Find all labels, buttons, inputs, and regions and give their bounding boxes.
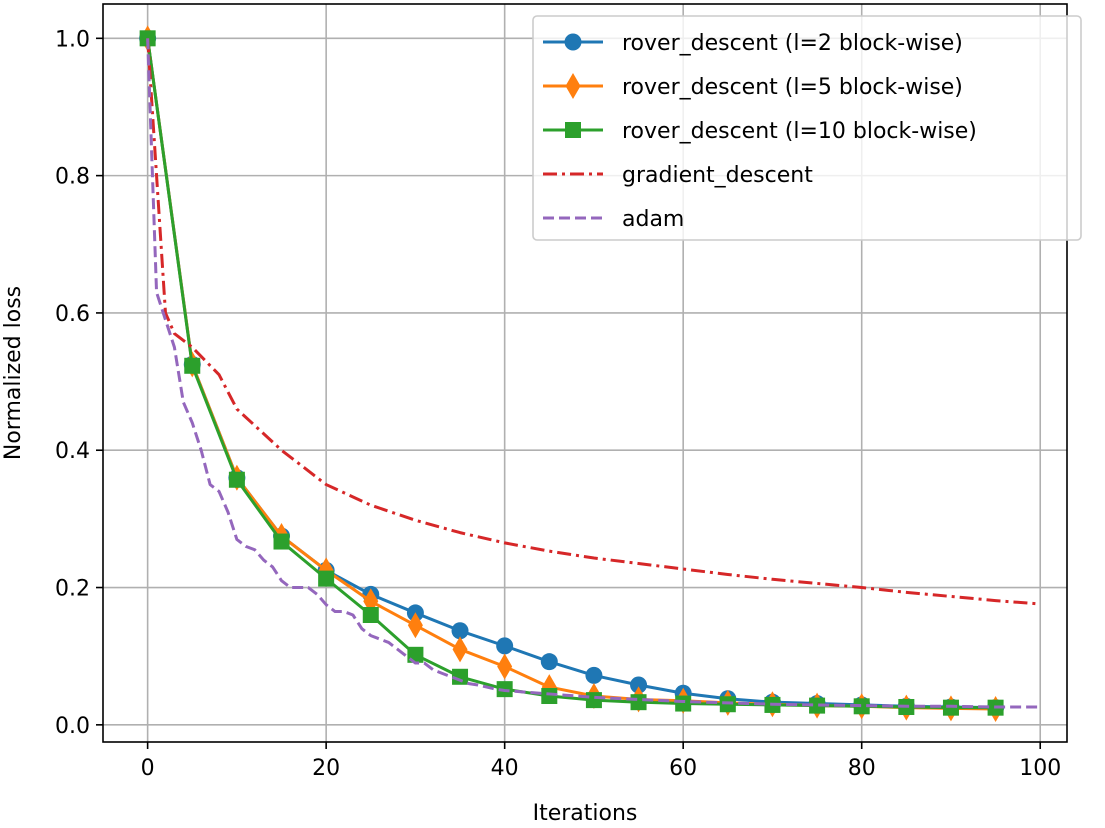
x-tick-label: 40 [491,756,519,781]
legend-marker [565,122,581,138]
y-axis-label: Normalized loss [1,286,26,460]
legend-marker [564,33,582,51]
legend-item-2: rover_descent (l=10 block-wise) [543,119,977,144]
series-3 [146,38,1041,606]
ticks: 0 20 40 60 80 100 0.0 0.2 0.4 0.6 0.8 1.0 [55,27,1061,781]
legend-label: rover_descent (l=10 block-wise) [622,119,977,144]
y-tick-label: 0.8 [55,165,90,190]
y-tick-label: 0.4 [55,439,90,464]
y-tick-label: 0.0 [55,714,90,739]
series-2-point [541,688,558,705]
legend-item-4: adam [543,207,684,232]
legend: rover_descent (l=2 block-wise) rover_desc… [532,15,1082,241]
legend-item-1: rover_descent (l=5 block-wise) [543,73,963,100]
series-0-point [540,653,558,671]
series-2-point [675,695,692,712]
series-2-point [228,471,245,488]
series-2-point [273,533,290,550]
legend-label: rover_descent (l=5 block-wise) [622,75,963,100]
y-tick-label: 0.6 [55,302,90,327]
series-1-point [452,636,468,663]
series-2-point [362,606,379,623]
series-2-point [318,570,335,587]
legend-label: gradient_descent [622,163,813,188]
series-1-point [497,653,513,680]
series-2-point [585,692,602,709]
series-0-point [451,622,469,640]
legend-box [532,15,1082,241]
series-0-point [585,666,603,684]
x-tick-label: 0 [141,756,155,781]
series-2-point [853,698,870,715]
x-tick-label: 60 [669,756,697,781]
y-tick-label: 1.0 [55,27,90,52]
series-2-point [184,357,201,374]
series-2-point [809,697,826,714]
legend-marker [565,73,581,99]
legend-item-3: gradient_descent [543,163,813,188]
x-tick-label: 100 [1019,756,1061,781]
series-2-point [452,668,469,685]
series-2-point [139,30,156,47]
series-1-point [407,612,423,639]
series-line-4 [146,38,1041,709]
y-tick-label: 0.2 [55,577,90,602]
plot-frame [102,3,1068,743]
series-2-point [630,694,647,711]
legend-item-0: rover_descent (l=2 block-wise) [543,31,963,56]
legend-label: adam [622,207,684,232]
x-tick-label: 20 [312,756,340,781]
legend-label: rover_descent (l=2 block-wise) [622,31,963,56]
x-tick-label: 80 [848,756,876,781]
series-line-3 [146,38,1041,606]
series-4 [146,38,1041,709]
series-layer [139,25,1041,723]
series-0-point [496,637,514,655]
x-axis-label: Iterations [533,801,638,826]
series-0-point [630,676,648,694]
